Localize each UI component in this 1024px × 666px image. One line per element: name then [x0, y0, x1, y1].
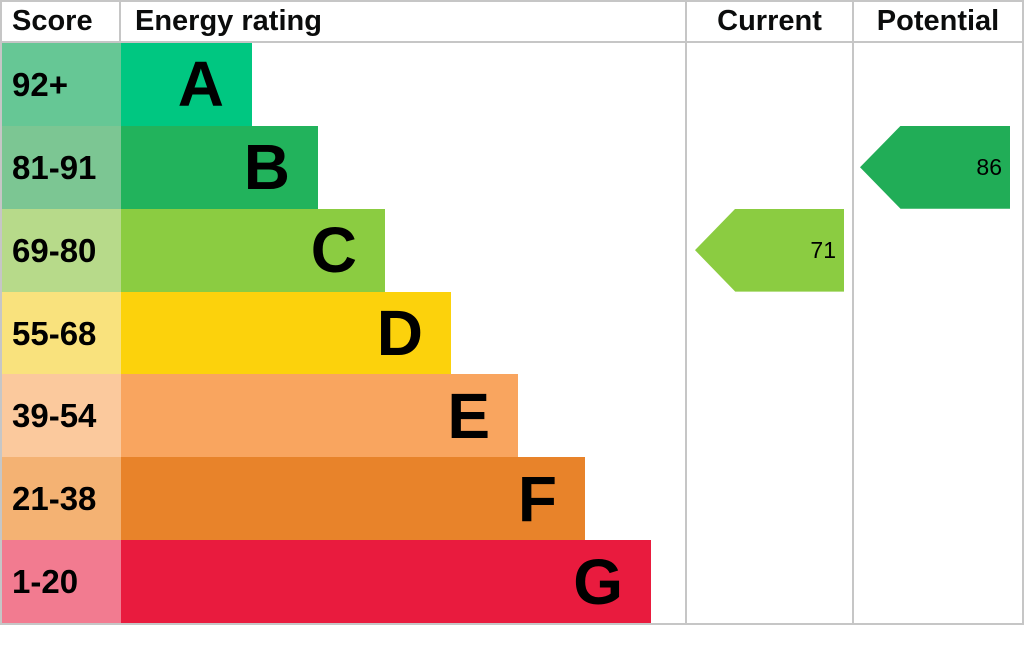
epc-band-row-e: 39-54 E: [2, 374, 1022, 458]
epc-band-row-a: 92+ A: [2, 43, 1022, 126]
potential-cell-e: [852, 374, 1022, 458]
potential-cell-b: 86: [852, 125, 1022, 209]
band-bar-c: C: [121, 208, 385, 292]
band-letter-c: C: [310, 214, 357, 287]
band-letter-f: F: [517, 462, 557, 535]
band-score-range-d: 55-68: [2, 291, 121, 375]
band-score-range-a: 92+: [2, 43, 121, 126]
band-score-range-g: 1-20: [2, 540, 121, 624]
current-rating-value: 71: [810, 236, 836, 263]
band-bar-e: E: [121, 374, 518, 458]
epc-band-row-g: 1-20 G: [2, 540, 1022, 624]
band-bar-g: G: [121, 540, 651, 624]
band-bar-area-c: C: [121, 208, 685, 292]
band-bar-a: A: [121, 43, 252, 126]
current-cell-a: [685, 43, 852, 126]
band-score-range-e: 39-54: [2, 374, 121, 458]
band-bar-f: F: [121, 457, 585, 541]
potential-cell-g: [852, 540, 1022, 624]
current-cell-d: [685, 291, 852, 375]
band-score-range-c: 69-80: [2, 208, 121, 292]
potential-rating-arrow: 86: [860, 125, 1010, 209]
current-cell-f: [685, 457, 852, 541]
band-bar-area-d: D: [121, 291, 685, 375]
epc-table: Score Energy rating Current Potential 92…: [0, 0, 1024, 625]
header-current: Current: [685, 2, 852, 41]
band-letter-a: A: [177, 48, 224, 121]
epc-rows: 92+ A 81-91 B 86 69-80 C 71 55-68 D 39-54 E 21-38 F 1-…: [2, 43, 1022, 624]
band-bar-area-e: E: [121, 374, 685, 458]
header-score: Score: [2, 2, 121, 41]
potential-rating-value: 86: [976, 153, 1002, 180]
band-letter-d: D: [376, 297, 423, 369]
band-bar-area-b: B: [121, 125, 685, 209]
epc-band-row-b: 81-91 B 86: [2, 125, 1022, 209]
band-letter-b: B: [243, 131, 290, 204]
band-bar-area-a: A: [121, 43, 685, 126]
epc-header-row: Score Energy rating Current Potential: [2, 2, 1022, 43]
band-letter-g: G: [573, 545, 623, 618]
current-cell-g: [685, 540, 852, 624]
current-rating-arrow: 71: [695, 208, 844, 292]
potential-cell-f: [852, 457, 1022, 541]
band-score-range-f: 21-38: [2, 457, 121, 541]
potential-cell-d: [852, 291, 1022, 375]
band-bar-d: D: [121, 291, 451, 375]
current-cell-b: [685, 125, 852, 209]
potential-cell-a: [852, 43, 1022, 126]
header-potential: Potential: [852, 2, 1022, 41]
current-cell-e: [685, 374, 852, 458]
epc-band-row-d: 55-68 D: [2, 291, 1022, 375]
header-energy-rating: Energy rating: [135, 5, 322, 37]
band-bar-area-g: G: [121, 540, 685, 624]
band-bar-b: B: [121, 125, 318, 209]
band-bar-area-f: F: [121, 457, 685, 541]
current-cell-c: 71: [685, 208, 852, 292]
band-letter-e: E: [447, 379, 490, 452]
band-score-range-b: 81-91: [2, 125, 121, 209]
epc-band-row-c: 69-80 C 71: [2, 208, 1022, 292]
potential-cell-c: [852, 208, 1022, 292]
epc-band-row-f: 21-38 F: [2, 457, 1022, 541]
